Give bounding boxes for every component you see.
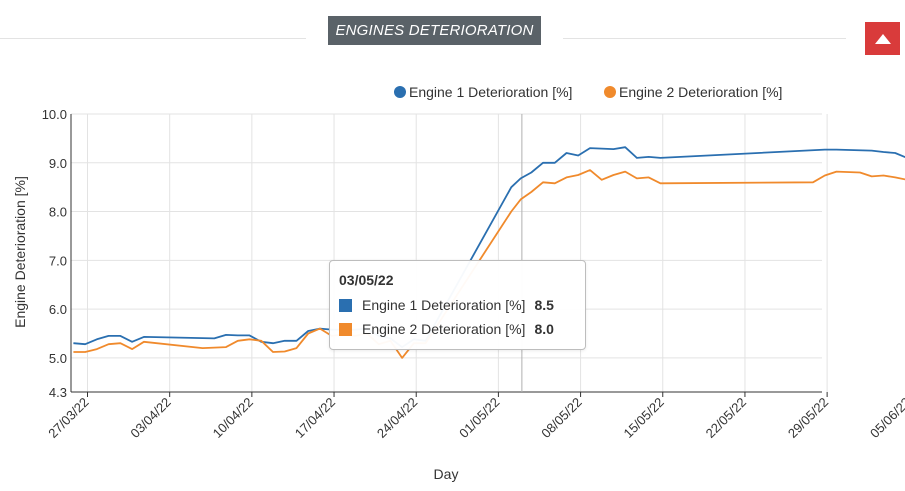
y-tick-label: 10.0 [42, 107, 67, 122]
chart-title: ENGINES DETERIORATION [328, 16, 541, 45]
series-line-engine1 [73, 146, 905, 348]
legend-label-engine2: Engine 2 Deterioration [%] [619, 84, 782, 100]
x-tick-label: 05/06/22 [867, 395, 905, 441]
y-tick-label: 8.0 [49, 205, 67, 220]
engine1-swatch [339, 298, 352, 312]
x-axis-title: Day [434, 466, 459, 482]
legend-marker-engine2 [604, 86, 616, 98]
tooltip-label-engine1: Engine 1 Deterioration [%] [362, 297, 526, 313]
legend-marker-engine1 [394, 86, 406, 98]
legend-label-engine1: Engine 1 Deterioration [%] [409, 84, 572, 100]
x-tick-label: 17/04/22 [292, 395, 338, 441]
x-tick-label: 10/04/22 [210, 395, 256, 441]
x-tick-label: 01/05/22 [456, 395, 502, 441]
y-tick-label: 5.0 [49, 351, 67, 366]
x-tick-label: 29/05/22 [785, 395, 831, 441]
y-tick-label: 6.0 [49, 302, 67, 317]
tooltip-value-engine1: 8.5 [534, 297, 554, 313]
y-tick-label: 4.3 [49, 385, 67, 400]
x-tick-label: 27/03/22 [45, 395, 91, 441]
title-rule-left [0, 38, 306, 39]
x-tick-label: 22/05/22 [703, 395, 749, 441]
tooltip-date: 03/05/22 [339, 272, 394, 288]
title-rule-right [563, 38, 846, 39]
engine2-swatch [339, 322, 352, 336]
tooltip-row-engine1: Engine 1 Deterioration [%] 8.5 [339, 297, 554, 313]
y-tick-label: 9.0 [49, 156, 67, 171]
y-axis-title: Engine Deterioration [%] [12, 176, 28, 328]
x-tick-label: 03/04/22 [127, 395, 173, 441]
x-tick-label: 15/05/22 [620, 395, 666, 441]
x-tick-label: 24/04/22 [374, 395, 420, 441]
tooltip-value-engine2: 8.0 [534, 321, 554, 337]
triangle-up-icon [874, 33, 891, 44]
collapse-button[interactable] [865, 22, 900, 55]
data-tooltip: 03/05/22 Engine 1 Deterioration [%] 8.5 … [329, 260, 586, 350]
y-tick-label: 7.0 [49, 253, 67, 268]
x-tick-label: 08/05/22 [538, 395, 584, 441]
tooltip-row-engine2: Engine 2 Deterioration [%] 8.0 [339, 321, 554, 337]
series-line-engine2 [73, 169, 905, 359]
tooltip-label-engine2: Engine 2 Deterioration [%] [362, 321, 526, 337]
